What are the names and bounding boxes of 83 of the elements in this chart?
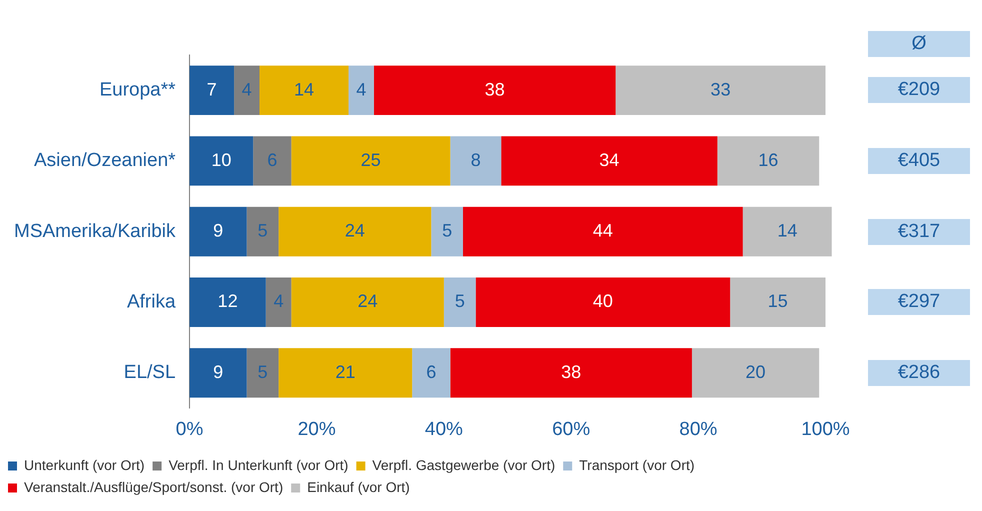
data-label: 20 (746, 362, 766, 382)
data-label: 5 (454, 291, 465, 312)
bar (348, 66, 374, 116)
data-label: 34 (599, 150, 620, 170)
data-label: 9 (213, 362, 224, 382)
bar (246, 348, 279, 398)
text: €297 (868, 289, 970, 316)
bar (190, 206, 247, 256)
bar (259, 66, 349, 116)
text: €317 (868, 218, 970, 245)
text: €405 (868, 148, 970, 174)
data-label: 5 (258, 220, 268, 241)
x-tick-label: 0% (176, 418, 204, 440)
x-tick-label: 20% (298, 418, 336, 440)
y-tick-label: Asien/Ozeanien* (34, 150, 176, 172)
bar (463, 206, 743, 256)
bar (190, 278, 266, 327)
text: Ø (868, 31, 970, 58)
data-label: 33 (710, 79, 731, 100)
y-tick-label: Europa** (99, 80, 176, 101)
data-label: 14 (777, 220, 798, 241)
data-label: 4 (274, 291, 284, 312)
bar (374, 66, 616, 116)
data-label: 38 (484, 79, 505, 100)
bar (501, 136, 718, 186)
bar (234, 66, 260, 116)
data-label: 24 (344, 220, 365, 241)
bar (431, 206, 464, 256)
bar (412, 348, 450, 398)
bar (266, 278, 292, 327)
data-label: 9 (213, 220, 224, 241)
data-label: 24 (358, 291, 378, 312)
text: €286 (868, 360, 970, 386)
bar (291, 136, 450, 186)
data-label: 6 (267, 150, 278, 170)
bar (616, 66, 826, 116)
data-label: 4 (356, 79, 366, 100)
bar (730, 278, 826, 327)
bar (742, 206, 832, 256)
bar (190, 66, 234, 116)
data-label: 6 (426, 362, 436, 382)
legend-label: Einkauf (vor Ort) (307, 478, 410, 495)
y-tick-label: MSAmerika/Karibik (14, 220, 176, 242)
legend-label: Transport (vor Ort) (579, 456, 695, 473)
data-label: 15 (768, 291, 788, 312)
bar (692, 348, 820, 398)
x-tick-label: 100% (801, 418, 850, 440)
data-label: 40 (592, 291, 613, 312)
bar (444, 278, 476, 327)
bar (717, 136, 820, 186)
data-label: 12 (218, 291, 238, 312)
bar (476, 278, 730, 327)
bar (450, 136, 502, 186)
data-label: 5 (442, 220, 452, 241)
data-label: 4 (242, 79, 252, 100)
data-label: 21 (335, 362, 356, 382)
legend-label: Unterkunft (vor Ort) (24, 456, 145, 473)
bar (450, 348, 692, 398)
y-tick-label: EL/SL (124, 362, 176, 384)
data-label: 5 (258, 362, 268, 382)
x-tick-label: 40% (424, 418, 464, 440)
bar (190, 348, 247, 398)
data-label: 25 (360, 150, 381, 170)
bar (246, 206, 279, 256)
data-label: 44 (592, 220, 613, 241)
text: €209 (868, 77, 970, 104)
data-label: 38 (561, 362, 582, 382)
bar (190, 136, 254, 186)
legend-label: Veranstalt./Ausflüge/Sport/sonst. (vor Ort) (24, 478, 284, 495)
data-label: 16 (758, 150, 778, 170)
bar (278, 206, 432, 256)
y-tick-label: Afrika (126, 291, 176, 312)
data-label: 8 (470, 150, 481, 170)
bar (291, 278, 444, 327)
legend-label: Verpfl. Gastgewerbe (vor Ort) (372, 456, 556, 473)
bar (278, 348, 412, 398)
legend-label: Verpfl. In Unterkunft (vor Ort) (168, 456, 348, 473)
x-tick-label: 80% (679, 418, 718, 440)
bar (253, 136, 292, 186)
x-tick-label: 60% (552, 418, 590, 440)
data-label: 10 (211, 150, 232, 170)
data-label: 14 (294, 79, 314, 100)
data-label: 7 (206, 79, 217, 100)
